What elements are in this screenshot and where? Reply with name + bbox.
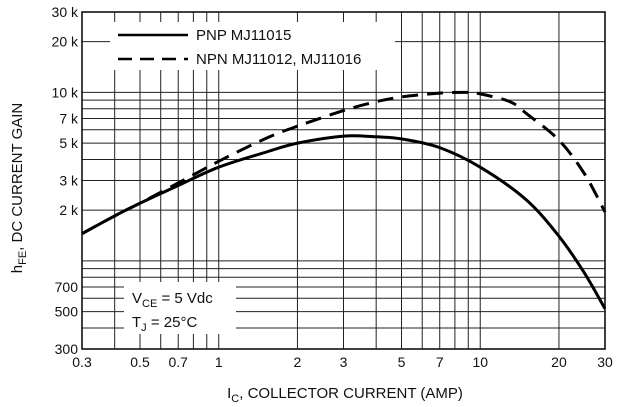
y-tick-label: 5 k — [59, 135, 79, 151]
x-tick-label: 0.7 — [168, 354, 188, 370]
y-tick-label: 500 — [55, 304, 79, 320]
annotation-tj: TJ = 25°C — [132, 314, 197, 334]
curves — [81, 90, 607, 310]
y-tick-label: 20 k — [52, 34, 79, 50]
legend-label-pnp: PNP MJ11015 — [196, 27, 291, 44]
x-tick-label: 2 — [294, 354, 302, 370]
y-axis-label: hFE, DC CURRENT GAIN — [9, 103, 29, 273]
series-line-npn — [81, 90, 607, 236]
x-tick-label: 30 — [597, 354, 613, 370]
x-axis-label: IC, COLLECTOR CURRENT (AMP) — [227, 385, 463, 405]
y-tick-label: 7 k — [59, 110, 79, 126]
x-tick-label: 0.5 — [130, 354, 150, 370]
x-tick-label: 0.3 — [72, 354, 92, 370]
annotation-box: VCE = 5 Vdc TJ = 25°C — [124, 282, 236, 334]
legend-label-npn: NPN MJ11012, MJ11016 — [196, 51, 361, 68]
y-axis-ticks: 300 500 700 2 k 3 k 5 k 7 k 10 k 20 k 30 k — [52, 4, 79, 357]
y-tick-label: 10 k — [52, 84, 79, 100]
annotation-vce: VCE = 5 Vdc — [132, 290, 213, 310]
y-tick-label: 2 k — [59, 202, 79, 218]
y-tick-label: 300 — [55, 341, 79, 357]
x-tick-label: 7 — [436, 354, 444, 370]
x-tick-label: 3 — [340, 354, 348, 370]
x-tick-label: 10 — [472, 354, 488, 370]
y-tick-label: 30 k — [52, 4, 79, 20]
x-tick-label: 5 — [398, 354, 406, 370]
y-tick-label: 3 k — [59, 173, 79, 189]
x-tick-label: 20 — [551, 354, 567, 370]
y-tick-label: 700 — [55, 279, 79, 295]
x-tick-label: 1 — [215, 354, 223, 370]
x-axis-ticks: 0.3 0.5 0.7 1 2 3 5 7 10 20 30 — [72, 354, 613, 370]
plot-frame — [81, 11, 606, 350]
annotation-background — [124, 282, 236, 334]
legend-box — [110, 22, 395, 70]
legend: PNP MJ11015 NPN MJ11012, MJ11016 — [110, 22, 395, 70]
